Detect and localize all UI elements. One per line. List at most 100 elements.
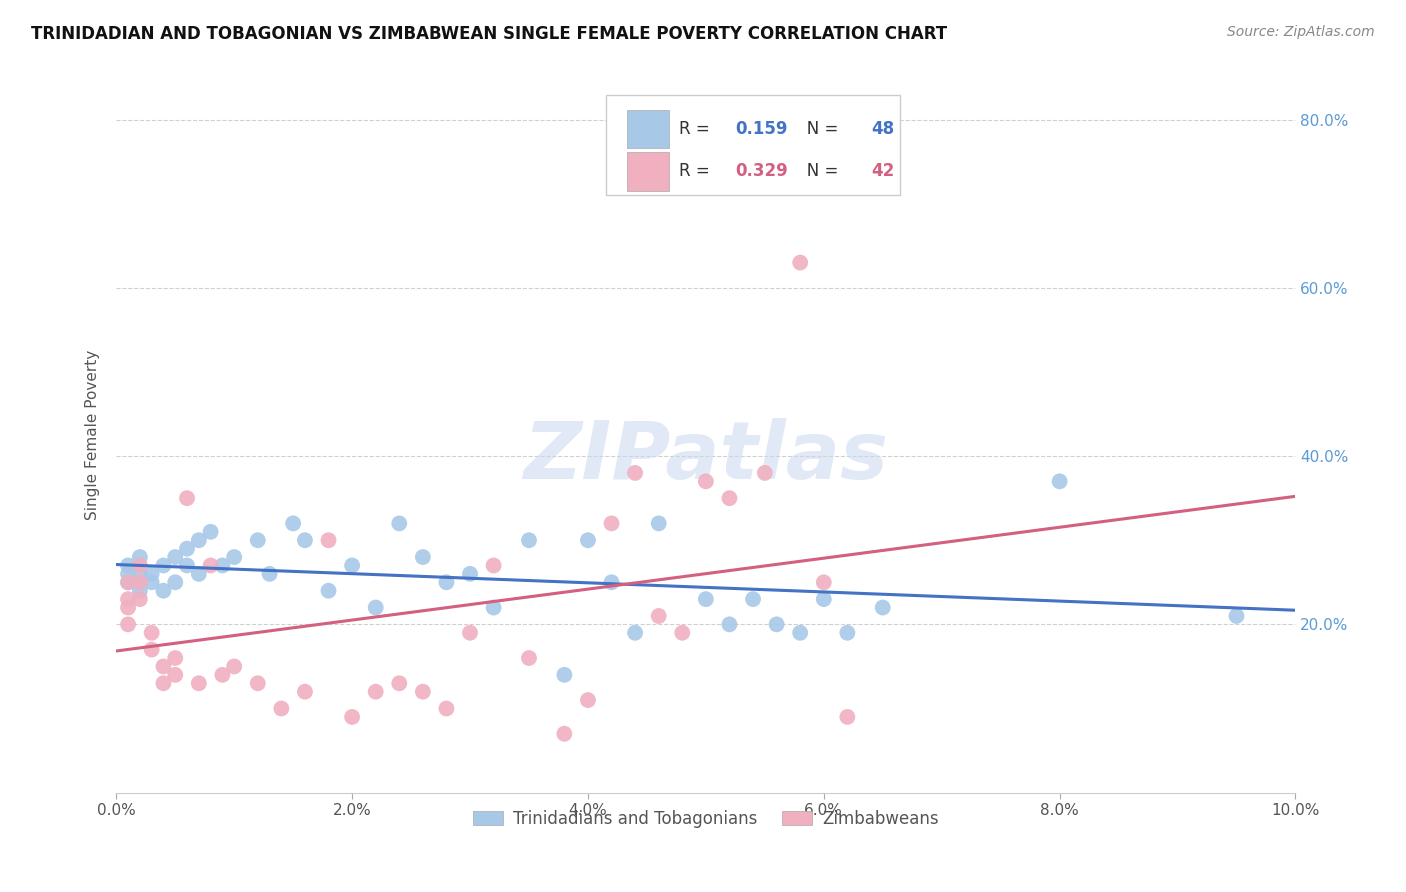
Point [165, 651, 187, 665]
Point [128, 550, 150, 565]
Point [671, 625, 693, 640]
Point [200, 558, 222, 573]
Point [813, 592, 835, 607]
Point [1049, 475, 1071, 489]
Point [152, 676, 174, 690]
Point [259, 566, 281, 581]
Point [458, 566, 481, 581]
Point [200, 524, 222, 539]
Point [576, 693, 599, 707]
Point [789, 255, 811, 269]
Point [152, 583, 174, 598]
Point [117, 566, 139, 581]
Point [141, 642, 163, 657]
Point [388, 516, 411, 531]
Point [141, 575, 163, 590]
Point [165, 550, 187, 565]
Text: 0.159: 0.159 [735, 120, 787, 137]
Point [211, 668, 233, 682]
Point [340, 710, 363, 724]
Point [176, 541, 198, 556]
Point [281, 516, 304, 531]
Point [765, 617, 787, 632]
Point [553, 727, 575, 741]
Point [117, 575, 139, 590]
Point [165, 575, 187, 590]
FancyBboxPatch shape [606, 95, 900, 195]
Point [576, 533, 599, 548]
Point [754, 466, 776, 480]
Text: R =: R = [679, 162, 714, 180]
Point [117, 600, 139, 615]
Point [458, 625, 481, 640]
Point [141, 566, 163, 581]
Point [176, 558, 198, 573]
Text: ZIPatlas: ZIPatlas [523, 417, 889, 495]
Point [553, 668, 575, 682]
Text: TRINIDADIAN AND TOBAGONIAN VS ZIMBABWEAN SINGLE FEMALE POVERTY CORRELATION CHART: TRINIDADIAN AND TOBAGONIAN VS ZIMBABWEAN… [31, 25, 948, 43]
Text: R =: R = [679, 120, 714, 137]
Point [837, 710, 859, 724]
Point [517, 533, 540, 548]
Point [224, 550, 246, 565]
Point [600, 575, 623, 590]
Point [695, 475, 717, 489]
Text: 48: 48 [870, 120, 894, 137]
Point [1225, 609, 1247, 624]
Point [176, 491, 198, 505]
Point [128, 583, 150, 598]
Point [318, 533, 340, 548]
Point [647, 609, 669, 624]
Point [152, 558, 174, 573]
Point [364, 600, 387, 615]
Point [482, 600, 505, 615]
Point [813, 575, 835, 590]
Point [128, 558, 150, 573]
Point [695, 592, 717, 607]
Point [128, 575, 150, 590]
Point [364, 684, 387, 698]
Point [187, 533, 209, 548]
Point [117, 558, 139, 573]
Point [117, 617, 139, 632]
Point [412, 684, 434, 698]
Point [436, 575, 458, 590]
Point [165, 668, 187, 682]
Legend: Trinidadians and Tobagonians, Zimbabweans: Trinidadians and Tobagonians, Zimbabwean… [467, 803, 945, 834]
Point [294, 533, 316, 548]
Point [152, 659, 174, 673]
FancyBboxPatch shape [627, 110, 669, 148]
Point [117, 592, 139, 607]
Point [436, 701, 458, 715]
Point [718, 617, 741, 632]
Point [837, 625, 859, 640]
Point [246, 533, 269, 548]
Point [117, 575, 139, 590]
Point [211, 558, 233, 573]
Point [517, 651, 540, 665]
Text: Source: ZipAtlas.com: Source: ZipAtlas.com [1227, 25, 1375, 39]
Point [647, 516, 669, 531]
Y-axis label: Single Female Poverty: Single Female Poverty [86, 350, 100, 520]
Point [270, 701, 292, 715]
Point [187, 566, 209, 581]
Point [318, 583, 340, 598]
Point [872, 600, 894, 615]
Point [246, 676, 269, 690]
Point [742, 592, 765, 607]
Point [412, 550, 434, 565]
Point [128, 592, 150, 607]
Point [624, 625, 647, 640]
Point [718, 491, 741, 505]
Point [624, 466, 647, 480]
Point [187, 676, 209, 690]
Point [600, 516, 623, 531]
Point [128, 566, 150, 581]
Text: N =: N = [790, 120, 844, 137]
Text: N =: N = [790, 162, 844, 180]
Point [128, 575, 150, 590]
Text: 0.329: 0.329 [735, 162, 789, 180]
Point [789, 625, 811, 640]
FancyBboxPatch shape [627, 153, 669, 191]
Point [141, 625, 163, 640]
